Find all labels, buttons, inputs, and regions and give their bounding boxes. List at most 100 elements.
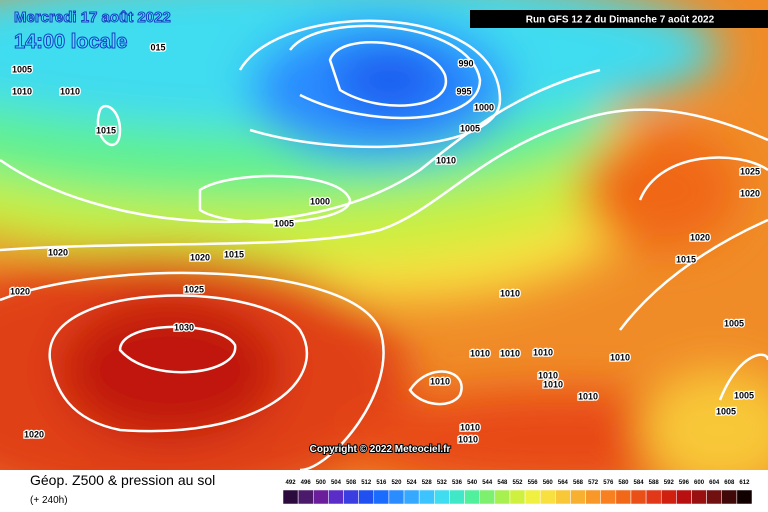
color-swatch bbox=[539, 489, 556, 505]
scale-label: 500 bbox=[316, 480, 327, 486]
scale-label: 600 bbox=[694, 480, 705, 486]
isobar-label: 1010 bbox=[538, 370, 558, 380]
color-swatch bbox=[691, 489, 707, 505]
isobar-label: 1010 bbox=[578, 391, 598, 401]
scale-label: 596 bbox=[679, 480, 690, 486]
color-swatch bbox=[585, 489, 601, 505]
scale-label: 504 bbox=[331, 480, 342, 486]
isobar-label: 1010 bbox=[533, 347, 553, 357]
color-swatch bbox=[676, 489, 692, 505]
scale-label: 608 bbox=[724, 480, 735, 486]
scale-label: 536 bbox=[452, 480, 463, 486]
isobar-label: 1010 bbox=[610, 352, 630, 362]
isobar-label: 1015 bbox=[224, 249, 244, 259]
isobar-label: 1010 bbox=[60, 86, 80, 96]
isobar-label: 1010 bbox=[436, 155, 456, 165]
isobar-label: 015 bbox=[150, 42, 165, 52]
footer-subtitle: (+ 240h) bbox=[30, 495, 68, 506]
copyright: Copyright © 2022 Meteociel.fr bbox=[310, 444, 451, 455]
color-swatch bbox=[313, 489, 329, 505]
isobar-label: 1020 bbox=[190, 252, 210, 262]
color-swatch bbox=[524, 489, 541, 505]
color-swatch bbox=[494, 489, 511, 505]
color-swatch bbox=[343, 489, 359, 505]
isobar-label: 1005 bbox=[12, 64, 32, 74]
scale-label: 576 bbox=[603, 480, 614, 486]
isobar-label: 1010 bbox=[543, 379, 563, 389]
scale-label: 612 bbox=[739, 480, 750, 486]
isobar-label: 990 bbox=[458, 58, 473, 68]
scale-label: 520 bbox=[391, 480, 402, 486]
scale-label: 516 bbox=[376, 480, 387, 486]
isobar-label: 1010 bbox=[12, 86, 32, 96]
footer-title: Géop. Z500 & pression au sol bbox=[30, 472, 215, 488]
color-swatch bbox=[645, 489, 662, 505]
color-swatch bbox=[449, 489, 465, 505]
scale-label: 528 bbox=[422, 480, 433, 486]
scale-label: 540 bbox=[467, 480, 478, 486]
isobar-label: 1005 bbox=[274, 218, 294, 228]
color-swatch bbox=[630, 489, 647, 505]
color-swatch bbox=[615, 489, 632, 505]
isobar-label: 1020 bbox=[690, 232, 710, 242]
scale-label: 568 bbox=[573, 480, 584, 486]
isobar-label: 1005 bbox=[724, 318, 744, 328]
scale-label: 496 bbox=[301, 480, 312, 486]
color-swatch bbox=[570, 489, 586, 505]
scale-label: 548 bbox=[497, 480, 508, 486]
color-swatch bbox=[282, 489, 299, 505]
color-swatch bbox=[721, 489, 738, 505]
scale-label: 592 bbox=[664, 480, 675, 486]
scale-label: 560 bbox=[543, 480, 554, 486]
run-label: Run GFS 12 Z du Dimanche 7 août 2022 bbox=[526, 15, 715, 26]
isobar-label: 1010 bbox=[458, 434, 478, 444]
color-swatch bbox=[358, 489, 375, 505]
scale-label: 556 bbox=[528, 480, 539, 486]
isobar-label: 1010 bbox=[430, 376, 450, 386]
isobar-label: 1020 bbox=[740, 188, 760, 198]
color-swatch bbox=[555, 489, 571, 505]
isobar-label: 1015 bbox=[676, 254, 696, 264]
color-swatch bbox=[434, 489, 450, 505]
isobar-label: 1010 bbox=[500, 348, 520, 358]
scale-label: 532 bbox=[437, 480, 448, 486]
color-swatch bbox=[509, 489, 526, 505]
scale-label: 544 bbox=[482, 480, 493, 486]
scale-label: 552 bbox=[512, 480, 523, 486]
date: Mercredi 17 août 2022 bbox=[14, 9, 171, 26]
color-swatch bbox=[297, 489, 314, 505]
isobar-label: 1010 bbox=[500, 288, 520, 298]
color-swatch bbox=[736, 489, 753, 505]
isobar-label: 1010 bbox=[460, 422, 480, 432]
color-swatch bbox=[479, 489, 496, 505]
time: 14:00 locale bbox=[14, 31, 127, 53]
scale-label: 492 bbox=[286, 480, 297, 486]
scale-label: 564 bbox=[558, 480, 569, 486]
isobar-label: 1005 bbox=[460, 123, 480, 133]
scale-label: 512 bbox=[361, 480, 372, 486]
isobar-label: 995 bbox=[456, 86, 471, 96]
isobar-label: 1000 bbox=[310, 196, 330, 206]
scale-label: 580 bbox=[618, 480, 629, 486]
isobar-label: 1020 bbox=[24, 429, 44, 439]
isobar-label: 1005 bbox=[716, 406, 736, 416]
scale-label: 524 bbox=[407, 480, 418, 486]
color-scale: 492 496 500 504 508 512 516 520 524 528 532 536 540 5… bbox=[282, 480, 753, 505]
isobars bbox=[0, 19, 768, 470]
color-swatch bbox=[373, 489, 390, 505]
color-swatch bbox=[328, 489, 344, 505]
color-swatch bbox=[403, 489, 420, 505]
scale-label: 584 bbox=[634, 480, 645, 486]
isobar-label: 1020 bbox=[10, 286, 30, 296]
isobar-label: 1025 bbox=[184, 284, 204, 294]
scale-label: 508 bbox=[346, 480, 357, 486]
isobar-label: 1005 bbox=[734, 390, 754, 400]
isobar-label: 1000 bbox=[474, 102, 494, 112]
isobar-label: 1015 bbox=[96, 125, 116, 135]
isobar-label: 1010 bbox=[470, 348, 490, 358]
scale-label: 572 bbox=[588, 480, 599, 486]
run-box bbox=[470, 10, 768, 28]
